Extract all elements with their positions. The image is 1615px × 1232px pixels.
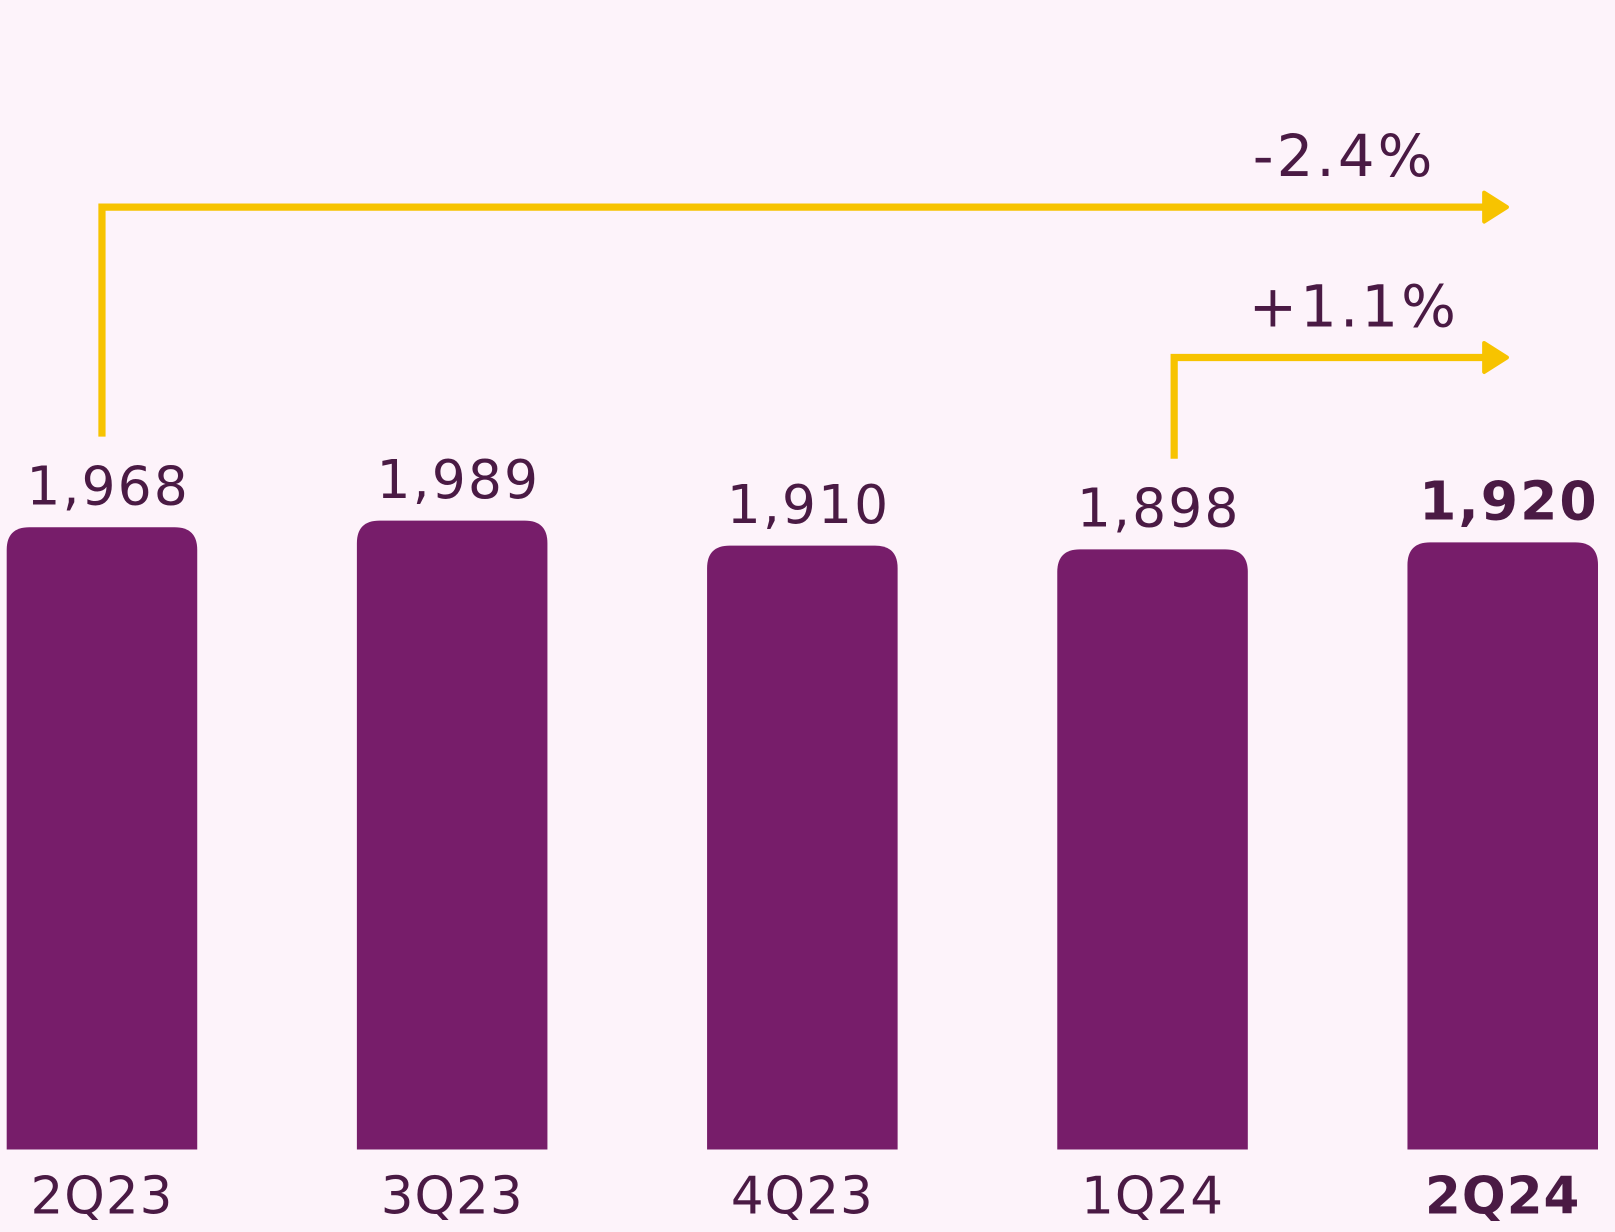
arrow-head (1482, 190, 1509, 224)
annotation-arrow (98, 203, 1493, 437)
bar (707, 545, 898, 1150)
value-label: 1,910 (727, 473, 891, 536)
x-tick-label: 4Q23 (731, 1166, 874, 1226)
annotation-arrow (1170, 353, 1493, 459)
value-label: 1,989 (377, 448, 541, 511)
x-tick-label: 2Q23 (31, 1166, 174, 1226)
x-tick-label: 1Q24 (1081, 1166, 1224, 1226)
bar (1057, 549, 1248, 1150)
value-label: 1,898 (1077, 477, 1241, 540)
bar (6, 527, 198, 1150)
arrow-head (1482, 340, 1509, 374)
annotation-label: -2.4% (1253, 122, 1436, 190)
x-tick-label: 3Q23 (381, 1166, 524, 1226)
value-label: 1,920 (1419, 470, 1599, 533)
value-label: 1,968 (26, 455, 190, 518)
annotation-label: +1.1% (1249, 273, 1459, 341)
x-tick-label: 2Q24 (1425, 1166, 1580, 1226)
bar (1407, 542, 1599, 1150)
bar (356, 520, 548, 1150)
